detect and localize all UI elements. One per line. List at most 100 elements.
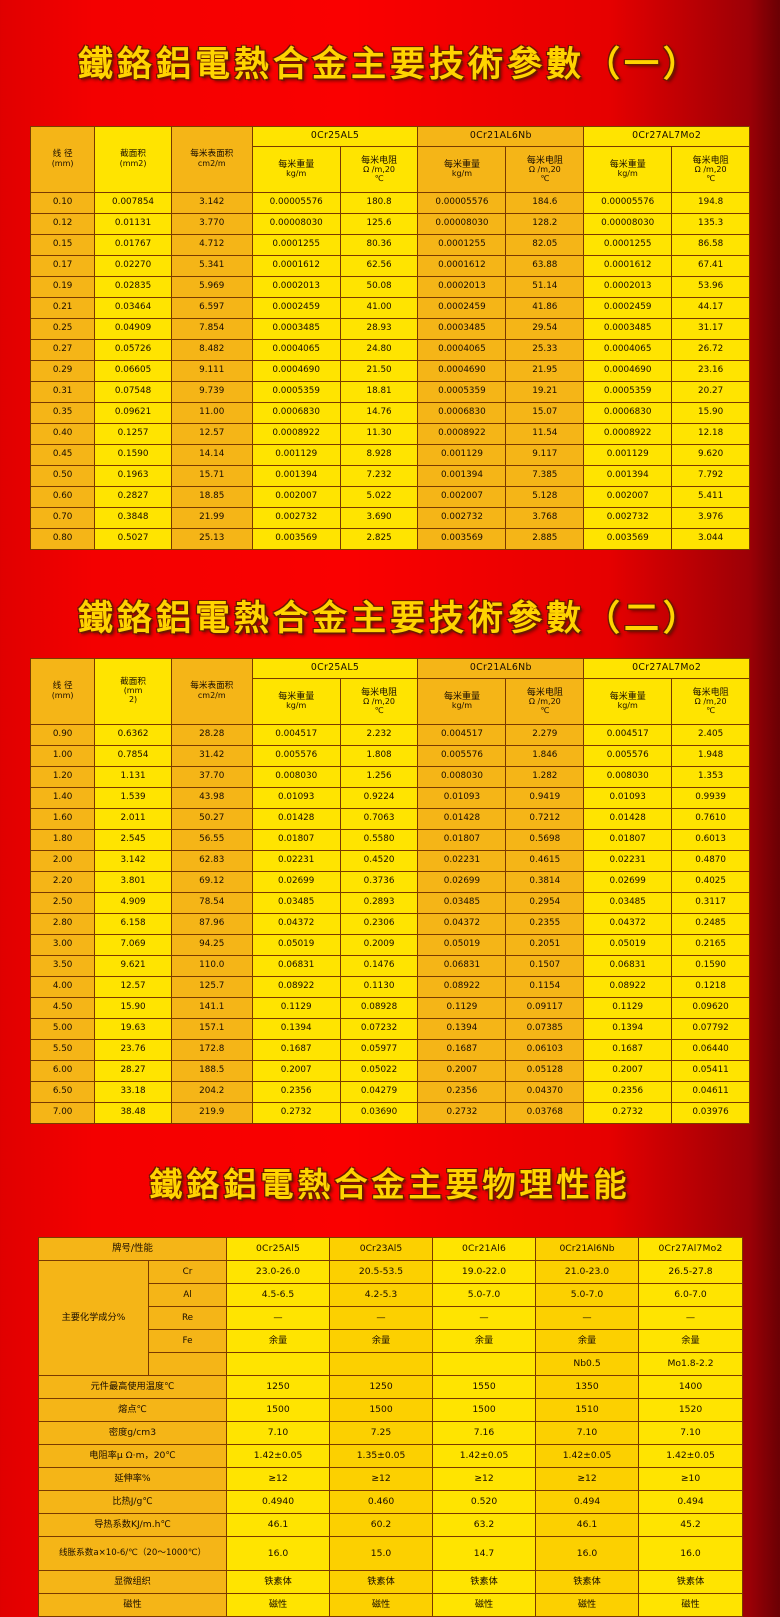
table-cell: 0.01093 bbox=[583, 787, 673, 809]
table-cell: 9.739 bbox=[170, 381, 253, 403]
header-brand-4: 0Cr27Al7Mo2 bbox=[638, 1237, 744, 1261]
table-cell: 0.1218 bbox=[671, 976, 750, 998]
table-cell: 194.8 bbox=[671, 192, 750, 214]
table-cell: 0.08922 bbox=[583, 976, 673, 998]
table-cell: 0.08928 bbox=[339, 997, 419, 1019]
table-cell: ≥12 bbox=[535, 1467, 640, 1491]
table-cell: 0.03768 bbox=[505, 1102, 585, 1124]
table-cell: 0.0005359 bbox=[417, 381, 507, 403]
table-cell: 0.01807 bbox=[251, 829, 341, 851]
table-cell: 0.005576 bbox=[417, 745, 507, 767]
table-cell: 1500 bbox=[432, 1398, 537, 1422]
table-row: 0.12 0.01131 3.770 0.00008030 125.6 0.0000803… bbox=[29, 213, 750, 235]
table-cell: 0.05022 bbox=[339, 1060, 419, 1082]
table-cell: 0.1590 bbox=[671, 955, 750, 977]
table-cell: 18.81 bbox=[339, 381, 419, 403]
table-cell: 5.128 bbox=[505, 486, 585, 508]
table-row: 6.00 28.27 188.5 0.2007 0.05022 0.2007 0.05128… bbox=[29, 1060, 750, 1082]
table-cell: 0.1394 bbox=[583, 1018, 673, 1040]
property-label: 延伸率% bbox=[37, 1467, 228, 1491]
table-technical-parameters-2: 线 径 (mm) 截面积 (mm 2) 每米表面积 cm2/m 0Cr25AL5… bbox=[29, 658, 750, 1124]
table-cell: 0.6362 bbox=[94, 724, 172, 746]
table-cell: 0.002007 bbox=[251, 486, 341, 508]
table-row: 0.40 0.1257 12.57 0.0008922 11.30 0.0008922 11… bbox=[29, 423, 750, 445]
table-cell: 12.57 bbox=[94, 976, 172, 998]
table-cell: 0.01807 bbox=[583, 829, 673, 851]
table2-head-body: 线 径 (mm) 截面积 (mm 2) 每米表面积 cm2/m 0Cr25AL5… bbox=[29, 658, 750, 725]
table-cell: 63.2 bbox=[432, 1513, 537, 1537]
table-row: 1.80 2.545 56.55 0.01807 0.5580 0.01807 0.5698… bbox=[29, 829, 750, 851]
table-cell: 0.60 bbox=[29, 486, 96, 508]
header-resistance-2: 每米电阻 Ω /m,20 ℃ bbox=[671, 146, 750, 193]
header-resistance-1: 每米电阻 Ω /m,20 ℃ bbox=[505, 678, 585, 725]
table-cell: 0.0004065 bbox=[417, 339, 507, 361]
property-label: 显微组织 bbox=[37, 1570, 228, 1594]
table-cell: 18.85 bbox=[170, 486, 253, 508]
table-cell: 0.1129 bbox=[251, 997, 341, 1019]
header-resistance-2: 每米电阻 Ω /m,20 ℃ bbox=[671, 678, 750, 725]
table-cell: 6.0-7.0 bbox=[638, 1283, 744, 1307]
table-cell: 0.2893 bbox=[339, 892, 419, 914]
table-cell: 5.411 bbox=[671, 486, 750, 508]
table-cell: 0.002007 bbox=[417, 486, 507, 508]
table-cell: 9.111 bbox=[170, 360, 253, 382]
table-cell: 0.02699 bbox=[417, 871, 507, 893]
table-cell: 141.1 bbox=[170, 997, 253, 1019]
table-cell: 0.05128 bbox=[505, 1060, 585, 1082]
table-cell: 0.1476 bbox=[339, 955, 419, 977]
table-cell bbox=[226, 1352, 331, 1376]
table-cell: 0.05726 bbox=[94, 339, 172, 361]
table-cell: 6.00 bbox=[29, 1060, 96, 1082]
table-cell: 0.3848 bbox=[94, 507, 172, 529]
table-cell: 2.80 bbox=[29, 913, 96, 935]
property-label: 线胀系数a×10-6/℃（20～1000℃） bbox=[37, 1536, 228, 1571]
table-cell: 0.001129 bbox=[251, 444, 341, 466]
table-cell: 0.4025 bbox=[671, 871, 750, 893]
table-cell: 0.4940 bbox=[226, 1490, 331, 1514]
table-row: 7.00 38.48 219.9 0.2732 0.03690 0.2732 0.03768… bbox=[29, 1102, 750, 1124]
table-cell: 5.969 bbox=[170, 276, 253, 298]
table-cell: 1250 bbox=[226, 1375, 331, 1399]
table-cell: 110.0 bbox=[170, 955, 253, 977]
table-cell: 0.9224 bbox=[339, 787, 419, 809]
table-cell: 0.0001612 bbox=[417, 255, 507, 277]
table-cell: 8.482 bbox=[170, 339, 253, 361]
table-cell: 磁性 bbox=[329, 1593, 434, 1617]
table-cell: 0.0002013 bbox=[251, 276, 341, 298]
table3-body: 牌号/性能 0Cr25Al5 0Cr23Al5 0Cr21Al6 0Cr21Al6Nb 0… bbox=[37, 1237, 744, 1617]
table-cell: 0.3117 bbox=[671, 892, 750, 914]
table-cell: 0.08922 bbox=[251, 976, 341, 998]
table-cell: 0.04611 bbox=[671, 1081, 750, 1103]
page-title-params-1: 鐵鉻鋁電熱合金主要技術參數（一） bbox=[77, 44, 702, 85]
header-resistance-1: 每米电阻 Ω /m,20 ℃ bbox=[505, 146, 585, 193]
table-cell: 14.7 bbox=[432, 1536, 537, 1571]
table-cell: 14.14 bbox=[170, 444, 253, 466]
table-cell: 125.7 bbox=[170, 976, 253, 998]
header-brand-property: 牌号/性能 bbox=[37, 1237, 228, 1261]
table-cell: 2.011 bbox=[94, 808, 172, 830]
table-cell: 0.1687 bbox=[251, 1039, 341, 1061]
table-cell: 0.4615 bbox=[505, 850, 585, 872]
chem-symbol: Cr bbox=[147, 1260, 228, 1284]
table-cell: 11.54 bbox=[505, 423, 585, 445]
table-cell: 0.0006830 bbox=[583, 402, 673, 424]
header-weight-0: 每米重量 kg/m bbox=[251, 678, 341, 725]
table-cell: 51.14 bbox=[505, 276, 585, 298]
table-row: 熔点℃ 1500 1500 1500 1510 1520 bbox=[37, 1398, 744, 1422]
table-cell: 172.8 bbox=[170, 1039, 253, 1061]
property-label: 比热J/g℃ bbox=[37, 1490, 228, 1514]
table-cell: 余量 bbox=[226, 1329, 331, 1353]
table-cell: 0.0004690 bbox=[417, 360, 507, 382]
table-cell: 4.5-6.5 bbox=[226, 1283, 331, 1307]
table-cell: 0.004517 bbox=[251, 724, 341, 746]
table-cell: 0.1394 bbox=[417, 1018, 507, 1040]
table-cell: 磁性 bbox=[638, 1593, 744, 1617]
table-cell: 19.0-22.0 bbox=[432, 1260, 537, 1284]
table-cell: 0.008030 bbox=[251, 766, 341, 788]
table-cell: 0.0001255 bbox=[583, 234, 673, 256]
table-cell: 2.232 bbox=[339, 724, 419, 746]
table-cell: 0.001129 bbox=[583, 444, 673, 466]
table-cell: 0.1687 bbox=[583, 1039, 673, 1061]
table-cell: 12.18 bbox=[671, 423, 750, 445]
table-cell: 7.854 bbox=[170, 318, 253, 340]
